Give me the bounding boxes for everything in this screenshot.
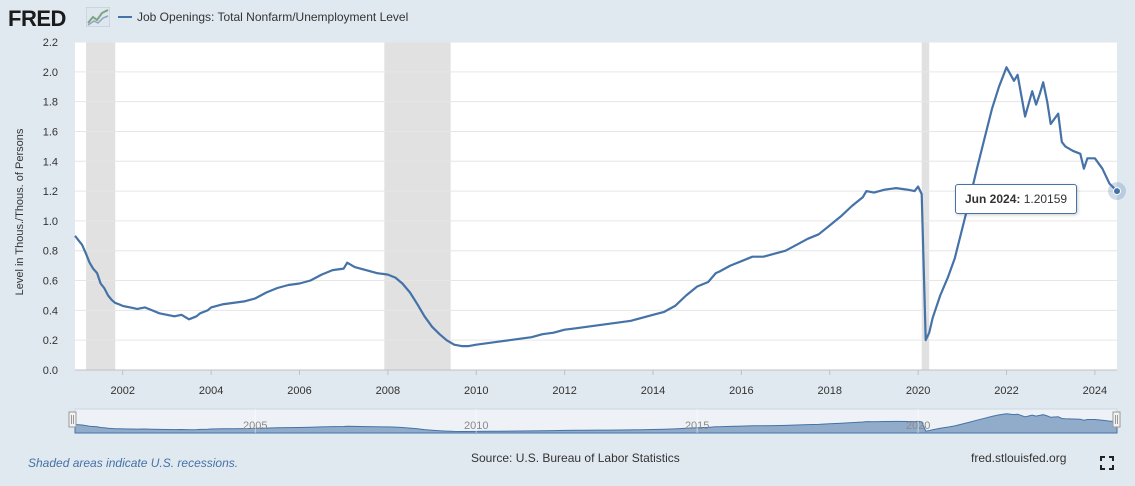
x-tick-label: 2014 bbox=[641, 385, 665, 397]
legend-label: Job Openings: Total Nonfarm/Unemployment… bbox=[137, 10, 409, 24]
range-navigator[interactable]: 2005 2010 2015 2020 bbox=[68, 408, 1121, 434]
navigator-tick-label: 2010 bbox=[464, 420, 488, 432]
navigator-tick-label: 2015 bbox=[685, 420, 709, 432]
data-tooltip: Jun 2024: 1.20159 bbox=[955, 184, 1078, 214]
navigator-handle-left[interactable] bbox=[68, 411, 77, 428]
recession-band-0 bbox=[86, 42, 116, 370]
y-tick-label: 1.2 bbox=[43, 186, 58, 198]
y-tick-label: 1.0 bbox=[43, 216, 58, 228]
tooltip-value: 1.20159 bbox=[1023, 192, 1068, 206]
y-tick-label: 1.6 bbox=[43, 126, 58, 138]
legend-swatch bbox=[118, 16, 132, 18]
y-tick-label: 1.4 bbox=[43, 156, 58, 168]
x-tick-label: 2012 bbox=[552, 385, 576, 397]
x-tick-label: 2018 bbox=[818, 385, 842, 397]
x-tick-label: 2020 bbox=[906, 385, 930, 397]
fred-graph-icon bbox=[86, 7, 110, 27]
series-line[interactable] bbox=[74, 66, 1118, 348]
hover-marker[interactable] bbox=[1113, 187, 1121, 196]
y-tick-label: 0.8 bbox=[43, 246, 58, 258]
chart-legend[interactable]: Job Openings: Total Nonfarm/Unemployment… bbox=[118, 10, 408, 24]
x-tick-label: 2006 bbox=[287, 385, 311, 397]
x-tick-label: 2022 bbox=[994, 385, 1018, 397]
x-tick-label: 2024 bbox=[1083, 385, 1107, 397]
y-tick-label: 0.6 bbox=[43, 276, 58, 288]
chart-header: FRED Job Openings: Total Nonfarm/Unemplo… bbox=[0, 0, 1135, 38]
y-tick-label: 0.0 bbox=[43, 365, 58, 377]
y-tick-label: 2.0 bbox=[43, 67, 58, 79]
site-link[interactable]: fred.stlouisfed.org bbox=[971, 451, 1067, 465]
y-tick-label: 0.4 bbox=[43, 305, 58, 317]
x-tick-label: 2002 bbox=[110, 385, 134, 397]
y-tick-label: 2.2 bbox=[43, 37, 58, 49]
navigator-area bbox=[74, 413, 1118, 434]
fred-logo[interactable]: FRED bbox=[8, 6, 66, 31]
y-tick-label: 1.8 bbox=[43, 97, 58, 109]
navigator-tick-label: 2005 bbox=[243, 420, 267, 432]
tooltip-date: Jun 2024: bbox=[965, 192, 1021, 206]
recession-band-1 bbox=[384, 42, 451, 370]
y-axis-label: Level in Thous./Thous. of Persons bbox=[14, 128, 26, 295]
x-tick-label: 2010 bbox=[464, 385, 488, 397]
recession-band-2 bbox=[921, 42, 930, 370]
x-tick-label: 2004 bbox=[199, 385, 223, 397]
fullscreen-icon[interactable] bbox=[1100, 456, 1114, 470]
recession-note: Shaded areas indicate U.S. recessions. bbox=[28, 456, 239, 470]
y-tick-label: 0.2 bbox=[43, 335, 58, 347]
plot-area[interactable] bbox=[75, 42, 1117, 370]
x-tick-label: 2008 bbox=[376, 385, 400, 397]
navigator-tick-label: 2020 bbox=[906, 420, 930, 432]
navigator-handle-right[interactable] bbox=[1112, 411, 1121, 428]
x-tick-label: 2016 bbox=[729, 385, 753, 397]
source-text: Source: U.S. Bureau of Labor Statistics bbox=[471, 451, 680, 465]
